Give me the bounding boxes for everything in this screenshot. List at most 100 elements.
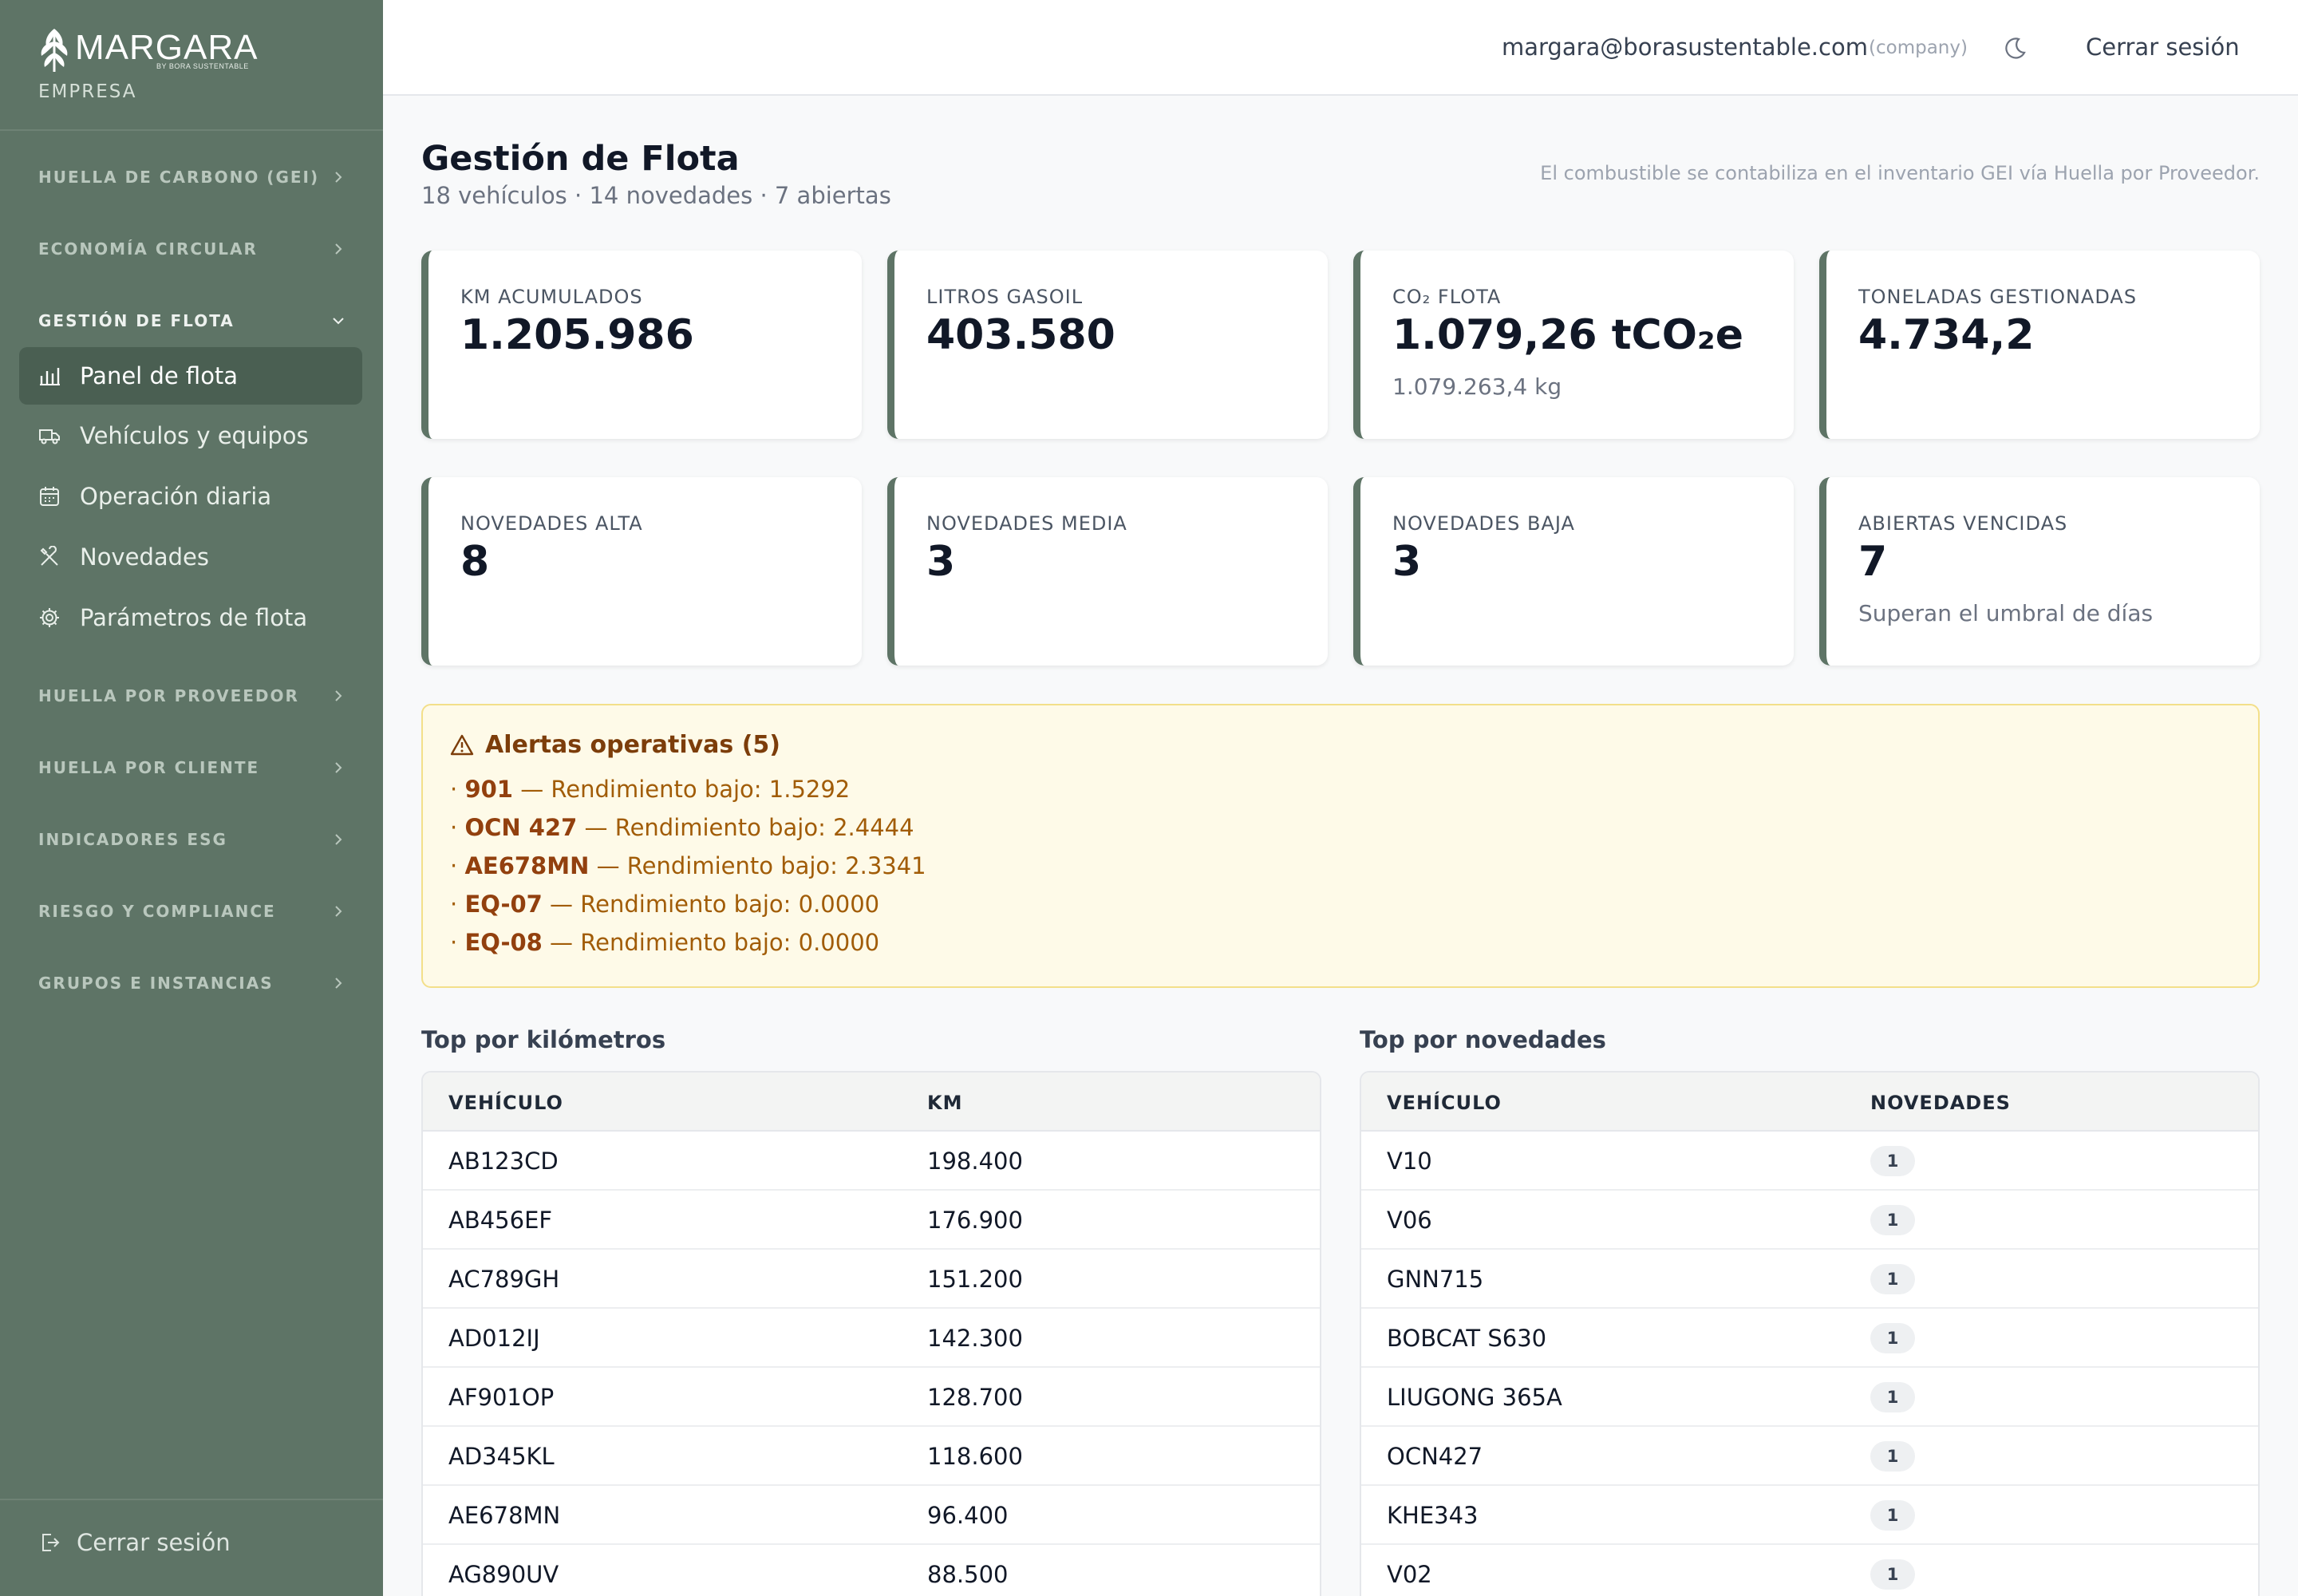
section-label: GRUPOS E INSTANCIAS — [38, 974, 274, 993]
fuel-note: El combustible se contabiliza en el inve… — [1540, 162, 2260, 184]
moon-icon[interactable] — [2001, 35, 2028, 62]
cell-km: 151.200 — [927, 1266, 1023, 1293]
cell-vehicle: AB456EF — [448, 1207, 553, 1234]
table-row[interactable]: V06 1 — [1361, 1191, 2258, 1250]
kpi-label: TONELADAS GESTIONADAS — [1858, 286, 2138, 308]
table-row[interactable]: V10 1 — [1361, 1132, 2258, 1191]
sidebar-item-panel-de-flota[interactable]: Panel de flota — [19, 347, 362, 405]
kpi-label: NOVEDADES ALTA — [460, 512, 643, 535]
sidebar-divider — [0, 1499, 383, 1500]
sidebar-item-parametros[interactable]: Parámetros de flota — [19, 589, 362, 646]
logout-label: Cerrar sesión — [77, 1529, 231, 1556]
kpi-card-novedades-alta: NOVEDADES ALTA 8 — [421, 477, 862, 666]
alert-vehicle-id: AE678MN — [464, 852, 590, 879]
table-row[interactable]: AG890UV 88.500 — [423, 1545, 1320, 1596]
kpi-value: 3 — [926, 538, 956, 586]
sidebar-item-operacion-diaria[interactable]: Operación diaria — [19, 468, 362, 525]
alert-text: — Rendimiento bajo: 2.4444 — [577, 814, 914, 841]
cell-vehicle: LIUGONG 365A — [1387, 1384, 1562, 1411]
sidebar-section-carbon[interactable]: HUELLA DE CARBONO (GEI) — [38, 161, 346, 193]
table-row[interactable]: OCN427 1 — [1361, 1427, 2258, 1486]
alert-text: — Rendimiento bajo: 0.0000 — [542, 929, 880, 956]
column-header-novedades[interactable]: NOVEDADES — [1870, 1092, 2011, 1114]
cell-vehicle: AD345KL — [448, 1443, 555, 1470]
kpi-card-co2: CO₂ FLOTA 1.079,26 tCO₂e 1.079.263,4 kg — [1353, 251, 1794, 439]
chevron-right-icon — [335, 690, 342, 701]
column-header-vehiculo[interactable]: VEHÍCULO — [448, 1092, 563, 1114]
chevron-right-icon — [335, 906, 342, 917]
alerts-list: · 901 — Rendimiento bajo: 1.5292 · OCN 4… — [450, 776, 926, 967]
count-badge: 1 — [1870, 1264, 1915, 1294]
leaf-logo-icon — [41, 29, 68, 72]
column-header-km[interactable]: KM — [927, 1092, 963, 1114]
nav-label: Panel de flota — [80, 362, 239, 389]
cell-vehicle: AD012IJ — [448, 1325, 540, 1352]
top-novedades-title: Top por novedades — [1360, 1026, 1606, 1053]
sidebar-section-circular[interactable]: ECONOMÍA CIRCULAR — [38, 233, 346, 265]
section-label: HUELLA DE CARBONO (GEI) — [38, 168, 320, 187]
sidebar-item-vehiculos[interactable]: Vehículos y equipos — [19, 407, 362, 464]
table-row[interactable]: GNN715 1 — [1361, 1250, 2258, 1309]
alert-vehicle-id: 901 — [464, 776, 513, 803]
table-row[interactable]: AF901OP 128.700 — [423, 1368, 1320, 1427]
table-row[interactable]: AE678MN 96.400 — [423, 1486, 1320, 1545]
count-badge: 1 — [1870, 1146, 1915, 1176]
tools-icon — [40, 546, 58, 566]
cell-vehicle: V02 — [1387, 1561, 1432, 1588]
table-row[interactable]: KHE343 1 — [1361, 1486, 2258, 1545]
alerts-title: Alertas operativas (5) — [485, 731, 781, 759]
table-row[interactable]: AD012IJ 142.300 — [423, 1309, 1320, 1368]
section-label: HUELLA POR PROVEEDOR — [38, 686, 299, 705]
chevron-right-icon — [335, 243, 342, 255]
gear-icon — [40, 608, 59, 627]
sidebar-section-grupos[interactable]: GRUPOS E INSTANCIAS — [38, 967, 346, 999]
brand-tag: EMPRESA — [38, 81, 137, 102]
brand-logo[interactable]: MARGARA BY BORA SUSTENTABLE EMPRESA — [37, 22, 356, 110]
chevron-right-icon — [335, 978, 342, 989]
table-row[interactable]: V02 1 — [1361, 1545, 2258, 1596]
sidebar-section-fleet[interactable]: GESTIÓN DE FLOTA — [38, 305, 346, 337]
chevron-right-icon — [335, 762, 342, 773]
sidebar-section-proveedor[interactable]: HUELLA POR PROVEEDOR — [38, 680, 346, 712]
column-header-vehiculo[interactable]: VEHÍCULO — [1387, 1092, 1502, 1114]
table-row[interactable]: BOBCAT S630 1 — [1361, 1309, 2258, 1368]
cell-vehicle: AG890UV — [448, 1561, 559, 1588]
cell-km: 142.300 — [927, 1325, 1023, 1352]
cell-km: 88.500 — [927, 1561, 1009, 1588]
kpi-card-novedades-baja: NOVEDADES BAJA 3 — [1353, 477, 1794, 666]
kpi-card-toneladas: TONELADAS GESTIONADAS 4.734,2 — [1819, 251, 2260, 439]
kpi-value: 8 — [460, 538, 490, 586]
table-row[interactable]: AB456EF 176.900 — [423, 1191, 1320, 1250]
user-email: margara@borasustentable.com — [1502, 34, 1868, 61]
kpi-value: 3 — [1392, 538, 1422, 586]
kpi-value: 1.205.986 — [460, 311, 694, 359]
table-header: VEHÍCULO NOVEDADES — [1361, 1073, 2258, 1132]
sidebar-item-novedades[interactable]: Novedades — [19, 528, 362, 586]
cell-km: 128.700 — [927, 1384, 1023, 1411]
table-row[interactable]: LIUGONG 365A 1 — [1361, 1368, 2258, 1427]
brand-subtitle: BY BORA SUSTENTABLE — [156, 62, 249, 70]
cell-km: 118.600 — [927, 1443, 1023, 1470]
count-badge: 1 — [1870, 1205, 1915, 1235]
bar-chart-icon — [40, 368, 60, 385]
sidebar-logout-button[interactable]: Cerrar sesión — [38, 1529, 231, 1556]
alert-item: · OCN 427 — Rendimiento bajo: 2.4444 — [450, 814, 914, 841]
table-row[interactable]: AD345KL 118.600 — [423, 1427, 1320, 1486]
alert-item: · EQ-08 — Rendimiento bajo: 0.0000 — [450, 929, 880, 956]
cell-vehicle: AC789GH — [448, 1266, 560, 1293]
kpi-label: ABIERTAS VENCIDAS — [1858, 512, 2068, 535]
nav-label: Parámetros de flota — [80, 604, 308, 631]
sidebar-section-cliente[interactable]: HUELLA POR CLIENTE — [38, 752, 346, 784]
brand-name: MARGARA — [75, 28, 259, 67]
logout-icon — [42, 1534, 60, 1551]
sidebar-section-riesgo[interactable]: RIESGO Y COMPLIANCE — [38, 895, 346, 927]
table-row[interactable]: AC789GH 151.200 — [423, 1250, 1320, 1309]
user-role: (company) — [1869, 38, 1968, 58]
kpi-value: 403.580 — [926, 311, 1115, 359]
truck-icon — [39, 429, 60, 444]
sidebar: MARGARA BY BORA SUSTENTABLE EMPRESA HUEL… — [0, 0, 383, 1596]
logout-button[interactable]: Cerrar sesión — [2086, 34, 2240, 61]
sidebar-section-esg[interactable]: INDICADORES ESG — [38, 824, 346, 855]
alert-vehicle-id: EQ-08 — [464, 929, 543, 956]
table-row[interactable]: AB123CD 198.400 — [423, 1132, 1320, 1191]
